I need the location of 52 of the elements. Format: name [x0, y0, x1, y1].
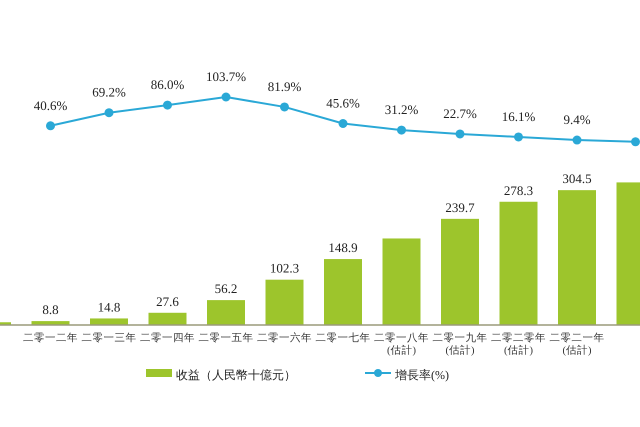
x-tick-label: 二零二零年 (估計): [491, 332, 546, 357]
point: [572, 136, 582, 145]
point: [280, 102, 289, 112]
data-label: 31.2%: [384, 102, 418, 118]
data-label: 103.7%: [206, 69, 246, 84]
data-label: 102.3: [270, 260, 300, 276]
data-label: 16.1%: [502, 108, 536, 124]
point: [514, 132, 523, 142]
x-tick-label: 二零一五年: [198, 332, 254, 344]
bar: [500, 202, 538, 325]
bar: [90, 318, 128, 325]
x-tick-label: 二零一七年: [316, 331, 370, 344]
bar: [324, 259, 362, 325]
data-label: 304.5: [562, 171, 592, 186]
point: [338, 119, 348, 128]
data-label: 9.4%: [563, 112, 591, 128]
data-label: 239.7: [445, 200, 476, 215]
data-label: 22.7%: [443, 106, 477, 121]
bar: [382, 238, 420, 325]
x-tick-label: 二零二一年 (估計): [550, 332, 604, 357]
data-label: 27.6: [156, 294, 180, 309]
bar: [32, 321, 70, 325]
data-label: 148.9: [328, 240, 358, 256]
point: [104, 108, 114, 118]
data-label: 40.6%: [34, 98, 68, 113]
bar: [558, 190, 596, 325]
legend-label: 增長率(%): [394, 368, 449, 382]
data-label: 69.2%: [92, 84, 126, 100]
x-tick-label: 二零一八年 (估計): [374, 332, 429, 357]
x-tick-label: 二零一三年: [82, 332, 136, 344]
x-tick-label: 二零一四年: [140, 332, 195, 344]
point: [631, 137, 640, 146]
x-tick-label: 二零一九年 (估計): [432, 331, 488, 357]
bar: [148, 312, 186, 325]
legend-label: 收益（人民幣十億元）: [176, 368, 296, 382]
point: [456, 129, 464, 138]
data-label: 14.8: [98, 299, 120, 314]
x-tick-label: 二零一二年: [23, 332, 78, 344]
point: [222, 92, 230, 102]
data-label: 45.6%: [326, 96, 360, 110]
data-label: 56.2: [214, 281, 238, 296]
data-label: 8.8: [42, 302, 59, 318]
bar: [207, 300, 245, 325]
x-tick-label: 二零一六年: [257, 331, 312, 344]
bar: [441, 218, 479, 325]
data-label: 86.0%: [150, 77, 184, 92]
point: [46, 121, 55, 130]
data-label: 81.9%: [268, 78, 302, 94]
data-label: 278.3: [504, 182, 534, 198]
point: [163, 100, 172, 110]
bar: [266, 280, 304, 325]
point: [397, 126, 406, 135]
